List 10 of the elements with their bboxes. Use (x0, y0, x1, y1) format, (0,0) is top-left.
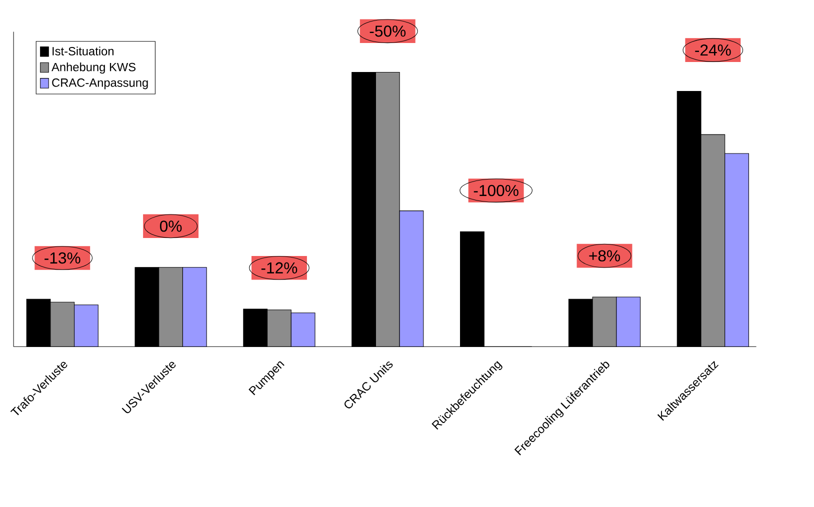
legend-label: Ist-Situation (52, 46, 114, 56)
legend-label: Anhebung KWS (52, 62, 136, 74)
annotation: -13% (44, 252, 80, 264)
text: -24% (695, 44, 731, 56)
text: -50% (370, 26, 406, 37)
annotation: -100% (474, 184, 518, 196)
annotation: -12% (261, 262, 298, 274)
annotation: +8% (589, 250, 620, 262)
annotation: 0% (160, 220, 182, 232)
legend-label: CRAC-Anpassung (52, 78, 148, 90)
